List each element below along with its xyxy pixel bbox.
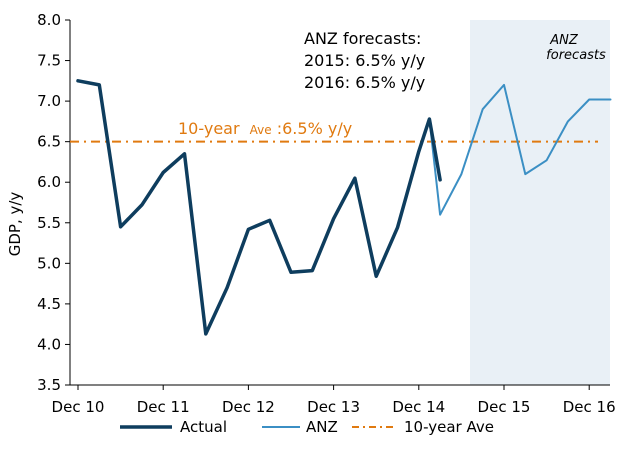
y-tick-label: 4.0 bbox=[37, 335, 61, 353]
forecast-region-label-2: forecasts bbox=[546, 48, 606, 63]
forecast-region-label-1: ANZ bbox=[549, 33, 579, 48]
y-tick-label: 6.0 bbox=[37, 173, 61, 191]
x-tick-label: Dec 10 bbox=[52, 398, 105, 416]
x-tick-label: Dec 16 bbox=[563, 398, 616, 416]
axes: 3.5 4.0 4.5 5.0 5.5 6.0 6.5 7.0 7.5 8.0 Dec 10 Dec … bbox=[37, 11, 616, 416]
average-label-value: :6.5% y/y bbox=[277, 119, 352, 138]
x-tick-label: Dec 14 bbox=[392, 398, 445, 416]
legend-label-3: 10-year Ave bbox=[404, 418, 494, 436]
y-tick-label: 6.5 bbox=[37, 133, 61, 151]
series-actual-line bbox=[76, 79, 442, 336]
annotation-title: ANZ forecasts: bbox=[304, 29, 421, 48]
legend: Actual ANZ 10-year Ave bbox=[120, 418, 494, 436]
y-tick-label: 5.0 bbox=[37, 254, 61, 272]
annotation-2015: 2015: 6.5% y/y bbox=[304, 51, 425, 70]
legend-label-2: ANZ bbox=[306, 418, 338, 436]
series-anz-line bbox=[417, 83, 612, 216]
annotation-2016: 2016: 6.5% y/y bbox=[304, 73, 425, 92]
series-layer bbox=[76, 79, 612, 336]
legend-label-1: Actual bbox=[180, 418, 227, 436]
y-tick-label: 7.0 bbox=[37, 92, 61, 110]
x-tick-label: Dec 15 bbox=[478, 398, 531, 416]
y-tick-label: 3.5 bbox=[37, 376, 61, 394]
average-label-main: 10-year bbox=[178, 119, 240, 138]
average-label-small: Ave bbox=[250, 123, 272, 137]
y-tick-label: 8.0 bbox=[37, 11, 61, 29]
x-tick-label: Dec 11 bbox=[137, 398, 190, 416]
y-tick-label: 7.5 bbox=[37, 52, 61, 70]
y-axis-label: GDP, y/y bbox=[6, 192, 24, 257]
y-tick-label: 5.5 bbox=[37, 214, 61, 232]
x-tick-label: Dec 13 bbox=[307, 398, 360, 416]
x-tick-label: Dec 12 bbox=[222, 398, 275, 416]
average-label: 10-year Ave :6.5% y/y bbox=[178, 119, 352, 138]
forecast-region-shade bbox=[470, 20, 610, 385]
y-tick-label: 4.5 bbox=[37, 295, 61, 313]
